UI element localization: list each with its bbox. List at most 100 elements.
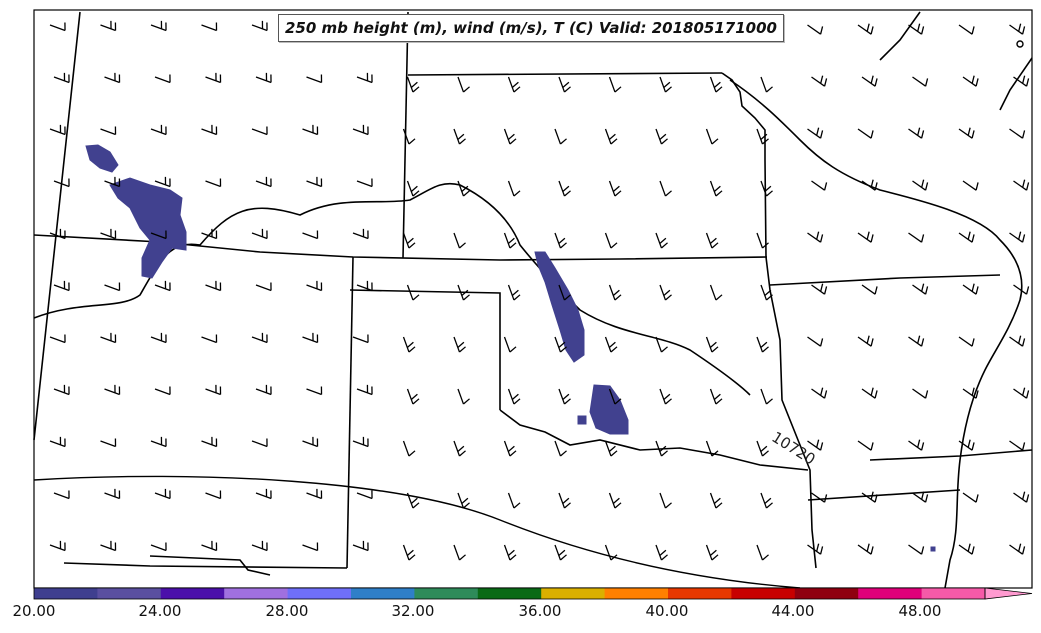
wind-barb-flag — [715, 86, 723, 93]
colorbar-segment — [604, 588, 669, 599]
wind-barb-flag — [1022, 75, 1026, 84]
wind-barb-flag — [715, 398, 723, 405]
wind-barb-flag — [412, 190, 420, 197]
wind-barb-flag — [513, 190, 521, 197]
wind-barb-staff — [154, 180, 171, 188]
wind-barb-staff — [457, 492, 465, 509]
wind-barb-staff — [507, 284, 515, 301]
wind-barb-staff — [760, 388, 768, 405]
wind-barb-flag — [819, 338, 824, 347]
wind-barb-staff — [154, 492, 171, 500]
wind-barb-flag — [870, 546, 874, 555]
wind-barb-flag — [917, 335, 921, 344]
wind-barb-flag — [663, 393, 671, 401]
wind-barb-flag — [971, 234, 975, 243]
wind-barb-staff — [205, 492, 221, 500]
wind-barb-staff — [604, 336, 612, 353]
wind-barb-staff — [255, 76, 272, 84]
shade-region — [109, 177, 187, 279]
wind-barb-staff — [756, 544, 764, 561]
mississippi-river — [729, 79, 1023, 589]
wind-barb-staff — [857, 544, 872, 555]
colorbar-tick-label: 32.00 — [391, 602, 435, 620]
wind-barb-flag — [715, 502, 723, 509]
wind-barb-flag — [507, 237, 515, 245]
wind-barb-staff — [912, 492, 926, 503]
wind-barb-staff — [457, 284, 465, 301]
wind-barb-staff — [100, 544, 116, 552]
wind-barb-flag — [614, 398, 622, 405]
wind-barb-staff — [1009, 336, 1023, 347]
wind-barb-staff — [402, 128, 410, 145]
wind-barb-flag — [406, 341, 414, 349]
wind-barb-flag — [459, 138, 466, 145]
wind-barb-staff — [756, 336, 764, 353]
wind-barb-staff — [608, 76, 616, 93]
wind-barb-flag — [819, 546, 824, 555]
map-title: 250 mb height (m), wind (m/s), T (C) Val… — [278, 14, 784, 42]
wind-barb-flag — [715, 190, 723, 197]
wind-barbs — [49, 20, 1030, 561]
wind-barb-flag — [1021, 130, 1026, 139]
wind-barb-flag — [608, 341, 616, 349]
colorbar-tick-label: 20.00 — [12, 602, 56, 620]
wind-barb-staff — [205, 180, 221, 188]
wind-barb-flag — [410, 81, 418, 89]
wind-barb-staff — [356, 76, 373, 84]
wind-barb-flag — [1022, 491, 1026, 500]
wind-barb-flag — [564, 86, 571, 93]
wind-barb-staff — [655, 544, 663, 561]
state-border-line — [499, 409, 809, 471]
wind-barb-flag — [1025, 182, 1030, 191]
wind-barb-flag — [866, 335, 870, 344]
colorbar-tick-label: 24.00 — [138, 602, 182, 620]
wind-barb-staff — [811, 76, 825, 87]
wind-barb-flag — [461, 289, 469, 297]
wind-barb-staff — [406, 284, 414, 301]
colorbar-segment — [731, 588, 796, 599]
wind-barb-staff — [807, 440, 821, 451]
city-marker — [1016, 40, 1024, 48]
wind-barb-staff — [558, 76, 566, 93]
wind-barb-flag — [762, 138, 769, 145]
wind-barb-staff — [958, 440, 973, 451]
state-border-line — [407, 72, 723, 76]
wind-barb-flag — [971, 26, 975, 35]
wind-barb-staff — [558, 388, 566, 405]
wind-barb-staff — [958, 24, 973, 35]
wind-barb-flag — [562, 393, 570, 401]
wind-barb-flag — [713, 393, 721, 401]
wind-barb-flag — [614, 502, 622, 509]
colorbar-segment — [668, 588, 732, 599]
wind-barb-flag — [711, 242, 719, 249]
wind-barb-flag — [560, 242, 567, 249]
wind-barb-staff — [302, 336, 318, 344]
wind-barb-staff — [558, 180, 566, 197]
wind-barb-flag — [562, 185, 570, 193]
wind-barb-flag — [819, 130, 824, 139]
colorbar-segment — [858, 588, 923, 599]
wind-barb-flag — [513, 86, 521, 93]
wind-barb-staff — [807, 128, 821, 139]
wind-barb-flag — [920, 546, 925, 555]
colorbar-segment — [224, 588, 289, 599]
wind-barb-staff — [908, 128, 922, 139]
wind-barb-flag — [461, 497, 469, 505]
wind-barb-flag — [975, 182, 979, 191]
wind-barb-staff — [302, 232, 318, 240]
wind-barb-staff — [306, 76, 322, 84]
wind-barb-flag — [457, 445, 465, 453]
shade-region — [577, 415, 587, 425]
wind-barb-flag — [874, 286, 878, 295]
wind-barb-flag — [760, 445, 768, 453]
wind-barb-staff — [503, 336, 511, 353]
wind-barb-flag — [820, 75, 824, 84]
wind-barb-flag — [509, 242, 517, 249]
wind-barb-staff — [255, 388, 272, 396]
wind-barb-flag — [762, 242, 769, 249]
wind-barb-staff — [302, 544, 318, 552]
wind-barb-staff — [558, 284, 566, 301]
wind-barb-staff — [251, 232, 268, 240]
wind-barb-staff — [1009, 440, 1023, 451]
state-border-line — [346, 256, 354, 569]
